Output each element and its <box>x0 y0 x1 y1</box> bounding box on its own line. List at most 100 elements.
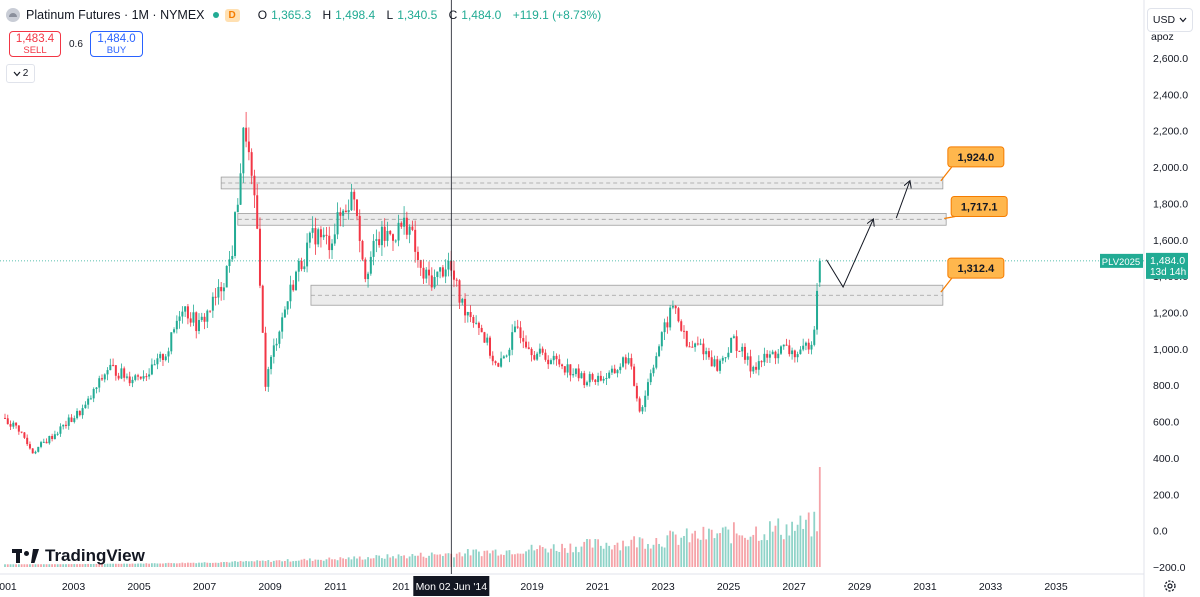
level-callout[interactable] <box>947 146 1005 168</box>
buy-button[interactable]: 1,484.0 BUY <box>90 31 143 57</box>
price-tick-label: 200.0 <box>1153 489 1179 501</box>
volume-bar <box>375 555 378 567</box>
candle <box>145 376 148 378</box>
volume-bar <box>295 560 297 567</box>
candle <box>295 271 297 291</box>
candle <box>333 234 336 244</box>
candle <box>286 301 289 310</box>
time-tick-label: 2019 <box>520 581 544 593</box>
volume-bar <box>281 561 284 567</box>
volume-bar <box>744 537 746 567</box>
projection-arrow[interactable] <box>895 182 909 219</box>
volume-bar <box>259 560 261 567</box>
volume-bar <box>150 563 153 567</box>
price-tick-label: 2,000.0 <box>1153 162 1188 174</box>
volume-bar <box>114 563 117 567</box>
volume-bar <box>732 522 735 567</box>
volume-bar <box>561 543 563 567</box>
volume-bar <box>9 564 12 567</box>
candle <box>622 357 625 367</box>
candle <box>816 290 819 330</box>
candle <box>497 363 500 367</box>
candle <box>452 270 455 280</box>
tradingview-logo[interactable]: TradingView <box>12 546 145 566</box>
candle <box>322 234 325 238</box>
candle <box>749 356 752 372</box>
volume-bar <box>716 533 719 567</box>
candle <box>383 226 386 241</box>
volume-bar <box>766 540 769 567</box>
tradingview-logo-text: TradingView <box>45 546 145 565</box>
candle <box>444 269 447 277</box>
candle <box>555 355 558 360</box>
volume-bar <box>272 560 275 567</box>
candle <box>755 366 758 370</box>
volume-bar <box>350 559 353 567</box>
candle <box>236 204 239 213</box>
candle <box>234 212 237 256</box>
gear-icon[interactable] <box>1163 579 1177 593</box>
candle <box>175 320 178 330</box>
projection-path[interactable] <box>826 220 873 289</box>
level-callout[interactable] <box>950 195 1008 217</box>
volume-bar <box>220 562 223 567</box>
candle <box>203 316 206 322</box>
level-callout[interactable] <box>947 257 1005 279</box>
candle <box>272 345 275 357</box>
price-tick-label: 2,400.0 <box>1153 89 1188 101</box>
candle <box>98 378 101 388</box>
volume-bar <box>428 555 430 567</box>
volume-bar <box>26 564 29 567</box>
volume-bar <box>101 563 103 567</box>
volume-bar <box>514 554 516 567</box>
time-tick-label: 2009 <box>258 581 282 593</box>
candle <box>45 441 48 444</box>
candle <box>328 235 331 251</box>
volume-bar <box>361 559 364 567</box>
price-axis[interactable] <box>1144 0 1200 597</box>
unit-select[interactable]: apoz <box>1151 31 1174 43</box>
candle <box>411 226 414 230</box>
volume-bar <box>405 558 408 567</box>
volume-bar <box>67 564 70 567</box>
candle <box>494 361 497 364</box>
low-label: L <box>386 8 394 22</box>
volume-bar <box>90 564 92 567</box>
indicators-toggle-button[interactable]: 2 <box>6 64 35 83</box>
volume-bar <box>719 533 721 567</box>
candle <box>516 326 519 328</box>
candle <box>95 387 98 389</box>
candle <box>40 442 43 447</box>
candle <box>112 364 115 366</box>
delayed-data-badge[interactable]: D <box>224 8 240 22</box>
symbol-title[interactable]: Platinum Futures · 1M · NYMEX <box>26 8 205 22</box>
candle <box>486 337 489 343</box>
volume-bar <box>597 539 599 567</box>
volume-bar <box>533 550 536 567</box>
candle <box>270 356 273 370</box>
volume-bar <box>48 564 51 567</box>
volume-bar <box>458 552 461 567</box>
candle <box>655 356 658 368</box>
currency-select[interactable]: USD <box>1147 8 1193 32</box>
candle <box>414 229 417 252</box>
candle <box>380 226 383 246</box>
candle <box>561 364 564 367</box>
candle <box>308 232 311 243</box>
sell-button[interactable]: 1,483.4 SELL <box>9 31 61 57</box>
candle <box>275 343 278 346</box>
price-tick-label: 800.0 <box>1153 380 1179 392</box>
time-tick-label: 2023 <box>651 581 675 593</box>
candle <box>198 320 200 332</box>
candle <box>588 374 591 383</box>
volume-bar <box>189 562 192 567</box>
volume-bar <box>505 550 508 567</box>
volume-bar <box>139 563 142 567</box>
candle <box>222 287 225 292</box>
candle <box>117 375 120 379</box>
candle <box>9 424 12 427</box>
volume-bar <box>148 563 151 567</box>
candle <box>780 346 782 354</box>
volume-bar <box>566 552 569 567</box>
